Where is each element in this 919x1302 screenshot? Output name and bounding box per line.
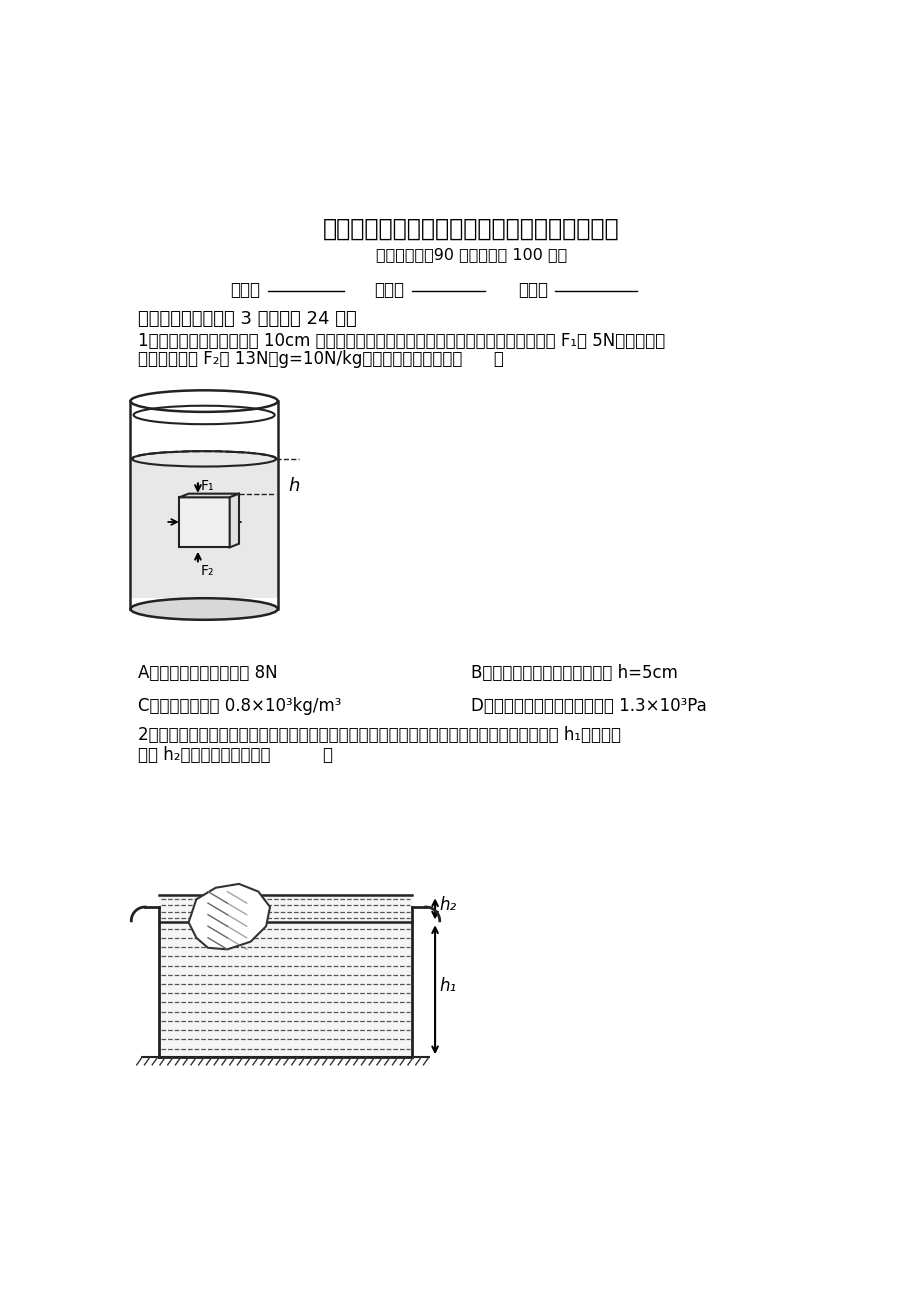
Text: 2、如图所示，某装有水的容器中漂浮着一块冰，在水的表面上又覆盖着一层油。已知水面高度 h₁，油面高: 2、如图所示，某装有水的容器中漂浮着一块冰，在水的表面上又覆盖着一层油。已知水面… (138, 727, 620, 743)
Text: （考试时间：90 分钟，总分 100 分）: （考试时间：90 分钟，总分 100 分） (376, 247, 566, 262)
Polygon shape (179, 493, 239, 497)
Text: 1、如图所示，一个边长为 10cm 的正方体竖直悬浮在某液体中，上表面受到液体的压力 F₁为 5N，下表面受: 1、如图所示，一个边长为 10cm 的正方体竖直悬浮在某液体中，上表面受到液体的… (138, 332, 664, 350)
Ellipse shape (130, 598, 278, 620)
Text: h: h (289, 477, 300, 495)
Text: 一、单选题（每小题 3 分，共计 24 分）: 一、单选题（每小题 3 分，共计 24 分） (138, 310, 357, 328)
Text: F₁: F₁ (200, 479, 213, 493)
Bar (130, 458, 278, 598)
Text: A．正方体受到的浮力为 8N: A．正方体受到的浮力为 8N (138, 664, 278, 682)
Ellipse shape (132, 452, 276, 466)
Text: B．正方体上表面到液面的距离 h=5cm: B．正方体上表面到液面的距离 h=5cm (471, 664, 677, 682)
Text: D．液体对物体下表面的压强为 1.3×10³Pa: D．液体对物体下表面的压强为 1.3×10³Pa (471, 697, 707, 715)
Text: 度为 h₂，则当冰熔化之后（          ）: 度为 h₂，则当冰熔化之后（ ） (138, 746, 333, 764)
Ellipse shape (130, 391, 278, 411)
Text: 姓名：: 姓名： (374, 281, 404, 299)
Text: 到液体的压力 F₂为 13N，g=10N/kg，下列说法错误的是（      ）: 到液体的压力 F₂为 13N，g=10N/kg，下列说法错误的是（ ） (138, 350, 504, 368)
Text: 分数：: 分数： (517, 281, 548, 299)
Text: h₁: h₁ (438, 976, 456, 995)
Text: 班级：: 班级： (230, 281, 259, 299)
Text: F₂: F₂ (200, 564, 213, 578)
Polygon shape (188, 884, 269, 949)
Bar (179, 497, 230, 547)
Bar (159, 896, 412, 1057)
Polygon shape (230, 493, 239, 547)
Text: h₂: h₂ (438, 896, 456, 914)
Text: 人教版八年级物理下册第十章浮力期末试卷免费: 人教版八年级物理下册第十章浮力期末试卷免费 (323, 216, 619, 241)
Text: C．液体的密度为 0.8×10³kg/m³: C．液体的密度为 0.8×10³kg/m³ (138, 697, 341, 715)
